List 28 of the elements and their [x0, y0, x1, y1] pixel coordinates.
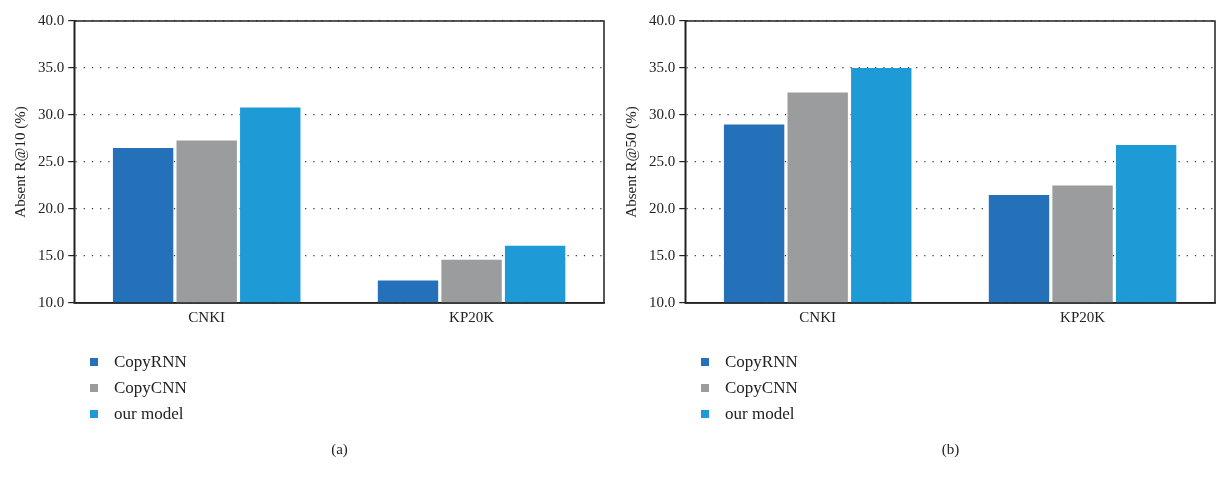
y-tick-label: 40.0 — [649, 11, 676, 28]
legend-label: our model — [114, 403, 184, 425]
text: (b) — [940, 441, 961, 458]
y-tick-label: 25.0 — [649, 152, 676, 169]
x-tick-label: KP20K — [449, 308, 495, 325]
y-tick-label: 20.0 — [649, 199, 676, 216]
y-tick-label: 15.0 — [38, 246, 65, 263]
y-tick-label: 25.0 — [38, 152, 65, 169]
y-axis-title: Absent R@10 (%) — [11, 106, 29, 218]
x-tick-label: CNKI — [188, 308, 226, 325]
y-axis-title: Absent R@50 (%) — [622, 106, 640, 218]
y-tick-label: 10.0 — [649, 293, 676, 310]
legend-label: CopyRNN — [114, 351, 187, 373]
y-tick-label: 40.0 — [38, 11, 65, 28]
y-tick-label: 20.0 — [38, 199, 65, 216]
y-tick-label: 30.0 — [38, 105, 65, 122]
y-tick-label: 10.0 — [38, 293, 65, 310]
legend-label: CopyRNN — [725, 351, 798, 373]
y-tick-label: 30.0 — [649, 105, 676, 122]
x-tick-label: KP20K — [1060, 308, 1106, 325]
x-tick-label: CNKI — [799, 308, 837, 325]
y-tick-label: 15.0 — [649, 246, 676, 263]
legend-label: CopyCNN — [725, 377, 798, 399]
y-tick-label: 35.0 — [38, 58, 65, 75]
legend-label: CopyCNN — [114, 377, 187, 399]
text: (a) — [330, 441, 349, 458]
y-tick-label: 35.0 — [649, 58, 676, 75]
legend-label: our model — [725, 403, 795, 425]
